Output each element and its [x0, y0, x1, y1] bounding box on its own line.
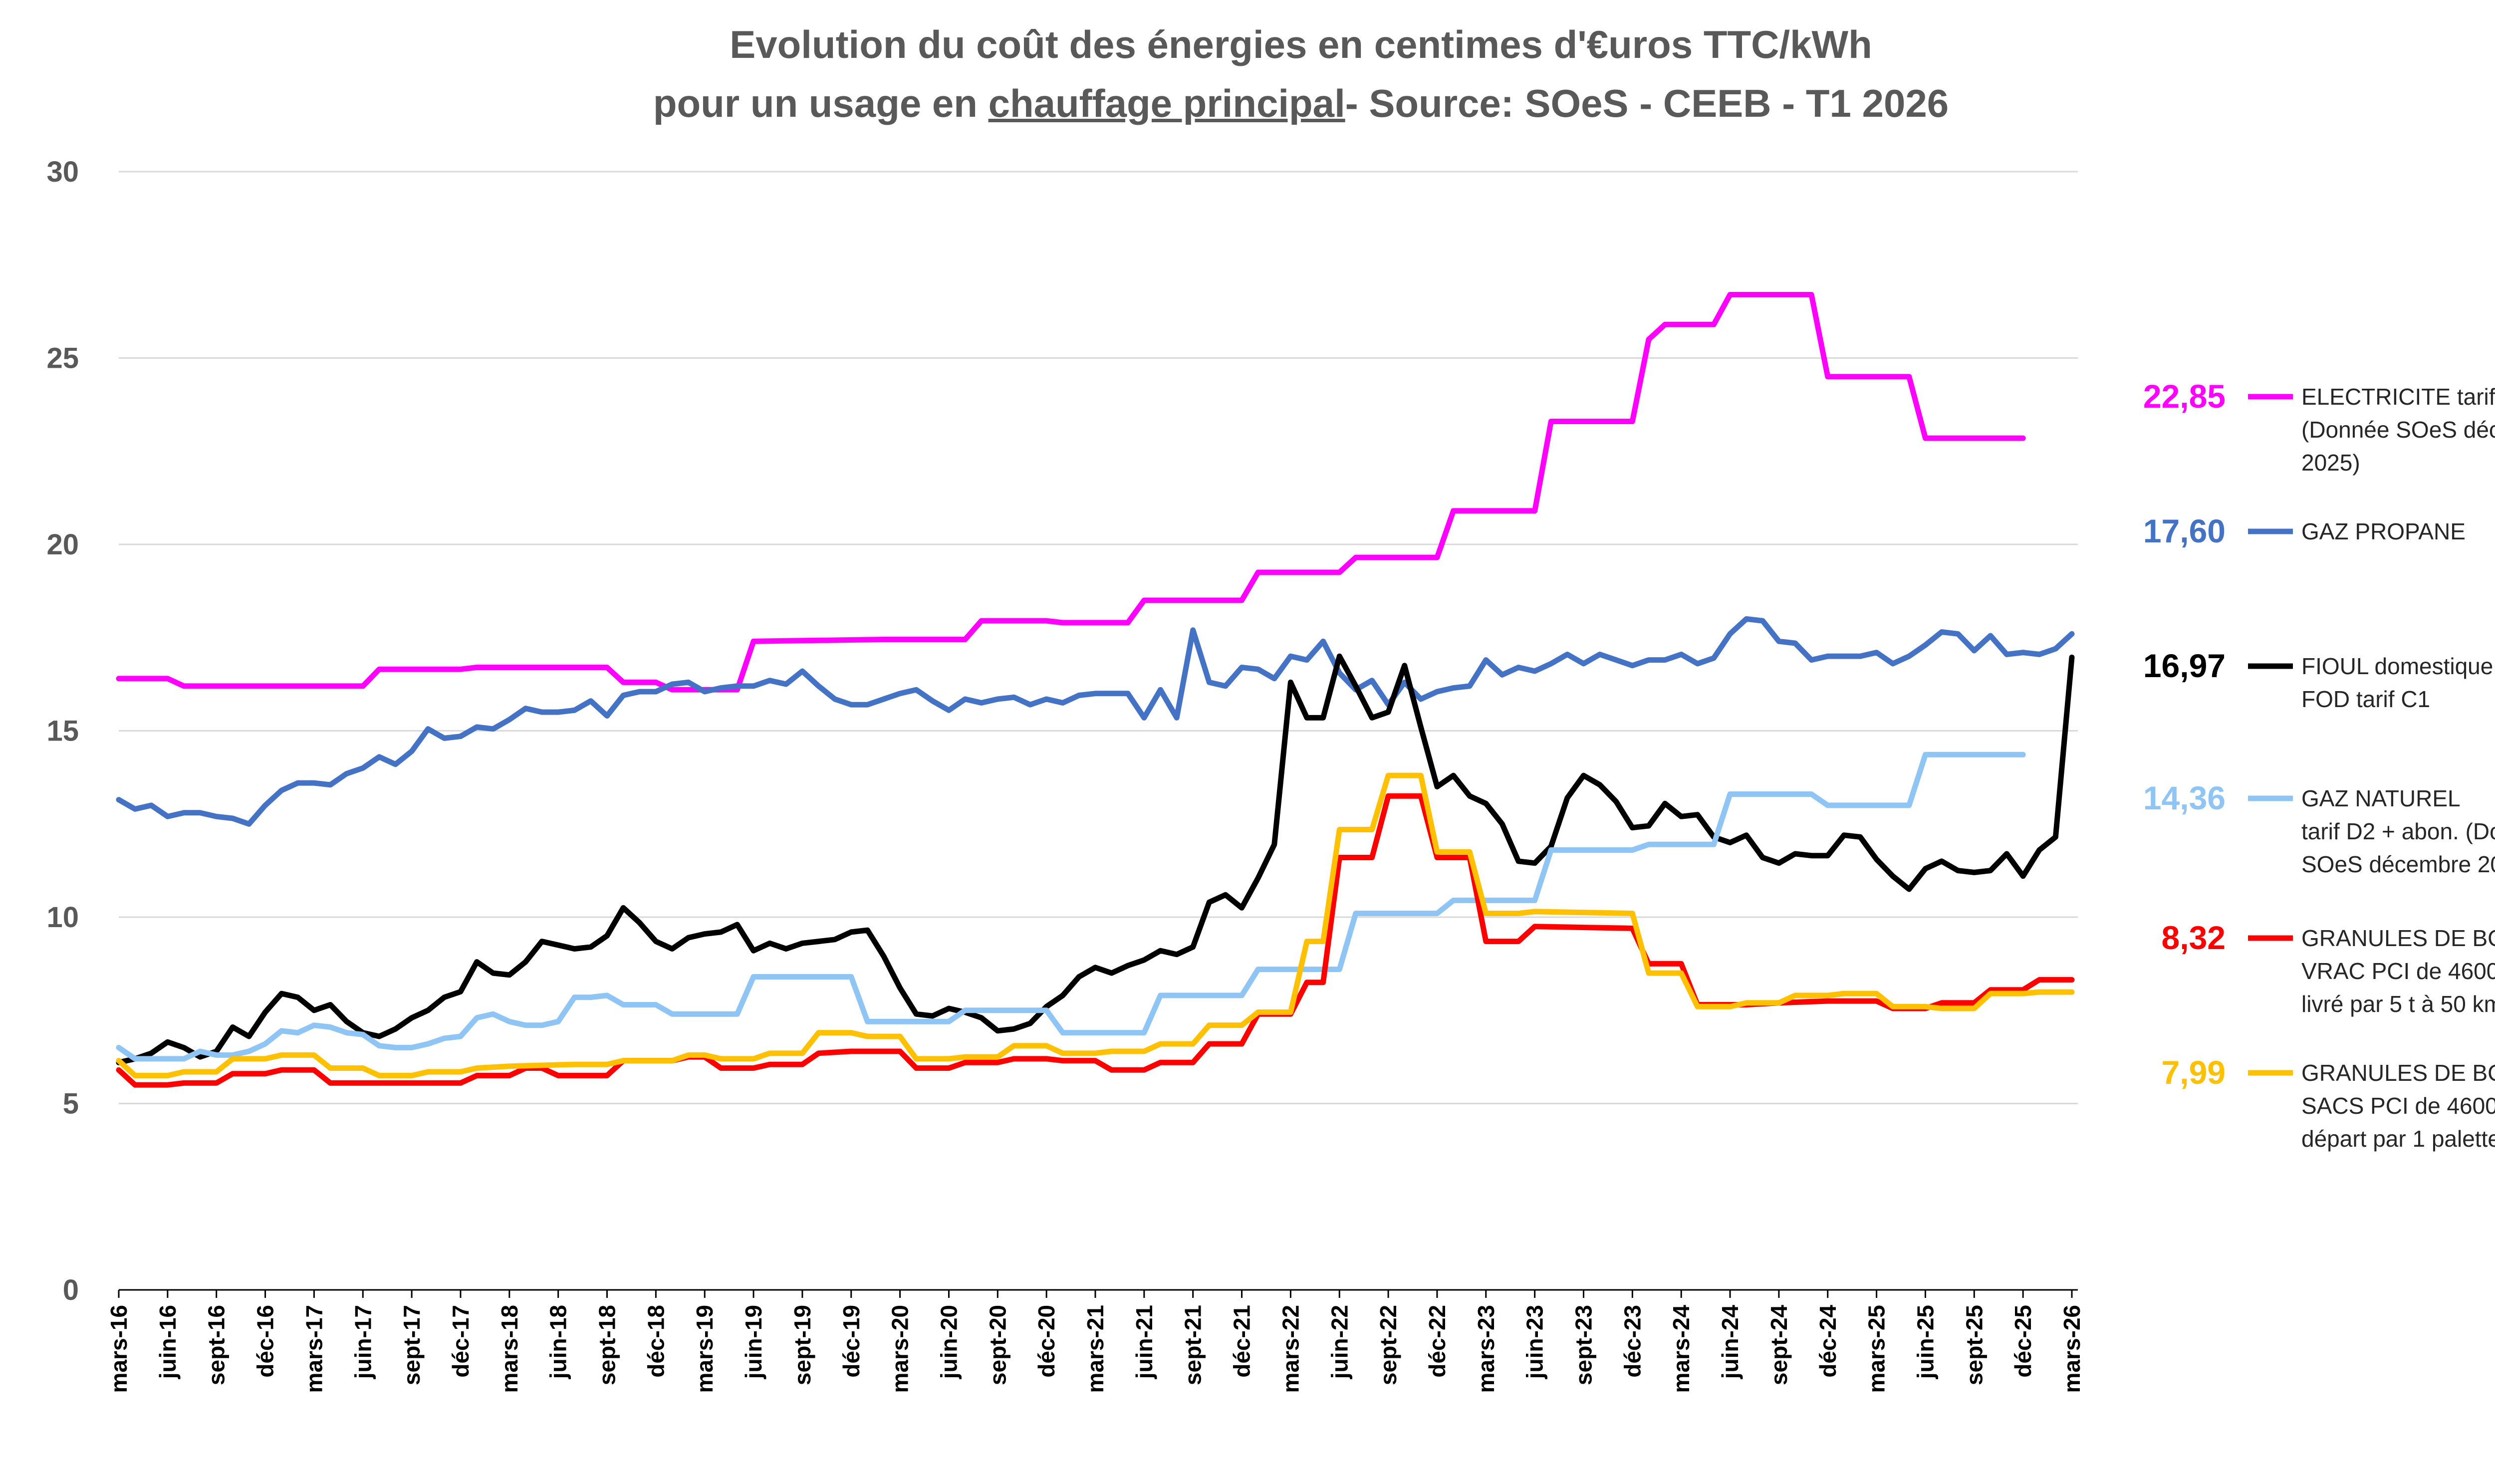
chart-title: Evolution du coût des énergies en centim… — [0, 15, 2495, 133]
x-tick-label: sept-19 — [789, 1305, 815, 1385]
x-tick-label: juin-22 — [1326, 1305, 1352, 1379]
series-line-1 — [116, 292, 2026, 693]
x-tick-label: mars-18 — [497, 1305, 522, 1393]
x-tick-label: juin-20 — [936, 1305, 962, 1379]
x-tick-label: mars-25 — [1864, 1305, 1890, 1393]
x-tick-label: juin-19 — [741, 1305, 766, 1379]
x-tick-label: déc-22 — [1424, 1305, 1450, 1378]
legend-item-1: 22,85 ELECTRICITE tarif DD (Donnée SOeS dé… — [2143, 378, 2495, 476]
x-tick-label: juin-17 — [350, 1305, 376, 1379]
y-tick-label: 15 — [46, 715, 79, 747]
x-tick-label: mars-16 — [106, 1305, 132, 1393]
x-tick-label: sept-16 — [204, 1305, 230, 1385]
y-tick-label: 5 — [63, 1088, 79, 1120]
legend-item-6: 7,99 GRANULES DE BOIS en SACS PCI de 4600 … — [2162, 1054, 2495, 1152]
series-line-3 — [116, 653, 2075, 1065]
legend-label: livré par 5 t à 50 km — [2301, 991, 2495, 1017]
legend-label: GRANULES DE BOIS en — [2301, 925, 2495, 951]
legend-value: 22,85 — [2143, 378, 2226, 415]
chart-title-line2-post: - Source: SOeS - CEEB - T1 2026 — [1345, 81, 1949, 125]
series-line-6 — [116, 772, 2075, 1078]
series-line-4 — [116, 751, 2026, 1062]
legend-item-2: 17,60 GAZ PROPANE — [2143, 512, 2466, 549]
x-tick-label: juin-21 — [1131, 1305, 1157, 1379]
x-tick-label: sept-20 — [985, 1305, 1010, 1385]
x-tick-label: déc-17 — [448, 1305, 474, 1378]
chart-title-line2-pre: pour un usage en — [653, 81, 989, 125]
x-tick-label: mars-20 — [887, 1305, 913, 1393]
legend-value: 16,97 — [2143, 647, 2226, 684]
legend-label: FIOUL domestique — [2301, 653, 2493, 679]
legend-item-3: 16,97 FIOUL domestique FOD tarif C1 — [2143, 647, 2494, 712]
x-tick-label: mars-26 — [2059, 1305, 2085, 1393]
x-tick-label: déc-24 — [1815, 1305, 1841, 1378]
chart-title-line2-underline: chauffage principal — [988, 81, 1345, 125]
x-tick-label: déc-21 — [1229, 1305, 1255, 1378]
x-tick-label: déc-23 — [1619, 1305, 1645, 1378]
x-tick-label: déc-19 — [838, 1305, 864, 1378]
x-tick-label: juin-18 — [545, 1305, 571, 1379]
x-tick-label: sept-23 — [1571, 1305, 1597, 1385]
series-lines — [116, 292, 2075, 1088]
chart-title-line2: pour un usage en chauffage principal- So… — [0, 74, 2495, 133]
x-tick-label: sept-21 — [1180, 1305, 1206, 1385]
y-tick-label: 25 — [46, 342, 79, 375]
x-tick-label: juin-25 — [1912, 1305, 1938, 1379]
y-tick-label: 30 — [46, 156, 79, 188]
legend-value: 8,32 — [2162, 919, 2226, 956]
legend-value: 7,99 — [2162, 1054, 2226, 1091]
legend-label: SOeS décembre 2025) — [2301, 851, 2495, 877]
legend-label: 2025) — [2301, 450, 2360, 476]
legend-label: VRAC PCI de 4600 kWh/t — [2301, 958, 2495, 984]
x-tick-label: juin-24 — [1717, 1305, 1743, 1380]
y-axis-tick-labels: 0 5 10 15 20 25 30 — [46, 156, 79, 1306]
chart-title-line1: Evolution du coût des énergies en centim… — [730, 22, 1872, 66]
x-tick-label: mars-24 — [1668, 1305, 1694, 1393]
x-tick-label: mars-21 — [1082, 1305, 1108, 1393]
legend-label: GAZ PROPANE — [2301, 518, 2466, 544]
legend-label: (Donnée SOeS décembre — [2301, 417, 2495, 443]
x-tick-label: sept-18 — [594, 1305, 620, 1385]
legend-label: SACS PCI de 4600 kWh/t — [2301, 1093, 2495, 1119]
legend-label: départ par 1 palette — [2301, 1126, 2495, 1152]
y-tick-label: 10 — [46, 901, 79, 934]
legend-label: ELECTRICITE tarif DD — [2301, 384, 2495, 410]
x-tick-label: sept-17 — [399, 1305, 425, 1385]
legend-value: 17,60 — [2143, 512, 2226, 549]
y-tick-label: 0 — [63, 1274, 79, 1306]
series-line-2 — [116, 616, 2075, 827]
x-tick-label: mars-17 — [301, 1305, 327, 1393]
legend-item-4: 14,36 GAZ NATUREL tarif D2 + abon. (Donnée… — [2143, 779, 2495, 877]
x-tick-label: déc-18 — [643, 1305, 669, 1378]
x-tick-label: déc-25 — [2010, 1305, 2036, 1378]
legend-label: GRANULES DE BOIS en — [2301, 1060, 2495, 1086]
gridlines — [119, 171, 2078, 1104]
legend-item-5: 8,32 GRANULES DE BOIS en VRAC PCI de 4600 … — [2162, 919, 2495, 1017]
x-tick-label: sept-25 — [1961, 1305, 1987, 1385]
legend-value: 14,36 — [2143, 779, 2226, 816]
y-tick-label: 20 — [46, 528, 79, 561]
legend-label: FOD tarif C1 — [2301, 686, 2430, 712]
x-tick-label: déc-20 — [1033, 1305, 1059, 1378]
x-tick-label: mars-19 — [692, 1305, 718, 1393]
x-tick-label: sept-24 — [1766, 1305, 1792, 1385]
x-tick-label: déc-16 — [252, 1305, 278, 1378]
series-line-5 — [116, 793, 2075, 1088]
legend-label: tarif D2 + abon. (Donnée — [2301, 818, 2495, 844]
x-tick-label: mars-22 — [1277, 1305, 1303, 1393]
x-tick-label: juin-16 — [155, 1305, 181, 1379]
x-tick-label: sept-22 — [1375, 1305, 1401, 1385]
legend-label: GAZ NATUREL — [2301, 785, 2461, 811]
x-axis: mars-16 juin-16 sept-16 déc-16 mars-17 juin-1… — [106, 1289, 2085, 1393]
legend: 22,85 ELECTRICITE tarif DD (Donnée SOeS dé… — [2143, 378, 2495, 1152]
x-tick-label: mars-23 — [1473, 1305, 1499, 1393]
x-tick-label: juin-23 — [1522, 1305, 1548, 1379]
